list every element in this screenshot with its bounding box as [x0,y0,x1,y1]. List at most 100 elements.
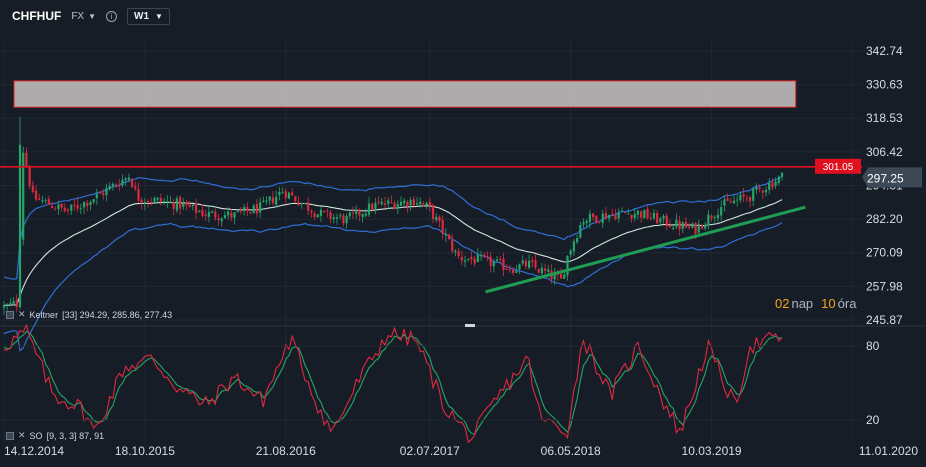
candle-body [185,201,188,206]
keltner-legend: ✕ Keltner [33] 294.29, 285.86, 277.43 [6,309,172,320]
candle-body [713,216,716,218]
candle [323,210,326,214]
candle-body [367,203,371,215]
symbol-label[interactable]: CHFHUF [12,9,62,23]
candle [678,215,681,236]
candle [537,268,540,274]
candle-body [665,215,668,226]
candle [76,198,79,212]
candle [511,267,515,276]
candle [652,209,656,221]
chevron-down-icon: ▼ [88,11,97,21]
candle-body [92,199,95,203]
candle [659,216,662,226]
candle [463,255,467,268]
candle [588,209,592,229]
candle [178,195,182,215]
candle [460,250,463,266]
candle [633,208,636,222]
timeframe-label: W1 [134,10,150,22]
candle-body [89,201,92,205]
candle-body [2,305,6,308]
close-icon[interactable]: ✕ [18,430,26,440]
candle-body [467,258,470,260]
candle [162,198,166,206]
candle-body [12,300,15,304]
keltner-params: [33] 294.29, 285.86, 277.43 [62,309,173,320]
candle [518,263,521,274]
candle-body [329,212,332,219]
candle [748,195,752,208]
date-tick-label: 10.03.2019 [682,444,742,458]
so-tick-label: 80 [866,339,880,353]
info-icon[interactable]: i [106,10,118,22]
candle-body [403,200,406,204]
candle-body [41,200,44,202]
supply-zone [13,80,797,108]
candle [262,196,265,203]
candle [739,191,742,203]
candle [319,206,323,223]
candle-body [153,198,156,202]
close-icon[interactable]: ✕ [18,309,26,319]
candle [60,203,63,212]
candle [121,174,124,188]
candle-body [204,214,207,216]
candle-body [515,270,518,273]
candle-body [162,201,166,203]
candle [540,262,543,276]
candle-body [316,214,319,218]
candle-body [710,215,713,219]
candle [489,252,492,273]
candle [585,219,588,228]
candle-body [495,259,499,262]
candle [758,184,761,193]
candle-body [130,178,134,187]
candle [239,206,243,215]
candle [771,177,774,191]
candle [246,202,249,217]
candle [201,204,204,218]
timeframe-selector[interactable]: W1 ▼ [127,7,170,25]
settings-square-icon[interactable] [6,431,14,440]
candle-body [102,193,105,196]
candle-body [511,269,515,273]
candle [527,254,531,270]
candle-body [332,217,335,219]
candle [601,209,604,229]
candle [214,208,217,221]
candle-body [636,210,640,215]
so-k-line [4,323,783,444]
candle [118,179,121,192]
candle [598,221,601,224]
candle-body [143,201,146,204]
candle-body [774,181,777,187]
candle [371,202,374,213]
candle [524,258,527,270]
countdown-hours-unit: óra [837,296,857,311]
candle [707,210,710,230]
market-selector[interactable]: FX ▼ [71,11,96,22]
candle-body [768,182,771,190]
candle-body [364,213,367,216]
settings-square-icon[interactable] [6,310,14,319]
candle-body [431,204,435,219]
candle-body [560,273,563,279]
candle [28,164,31,190]
candle-body [534,260,537,268]
candle [383,197,387,209]
candle-body [243,207,246,212]
candle-body [624,211,627,213]
candle-body [745,197,748,199]
candle [508,265,511,273]
candle-body [246,207,249,212]
candle [774,177,777,190]
candle [351,206,355,220]
candle-body [207,211,211,217]
candle [358,208,361,222]
candle-body [137,188,140,201]
candle [636,210,640,220]
candle-body [537,268,540,273]
